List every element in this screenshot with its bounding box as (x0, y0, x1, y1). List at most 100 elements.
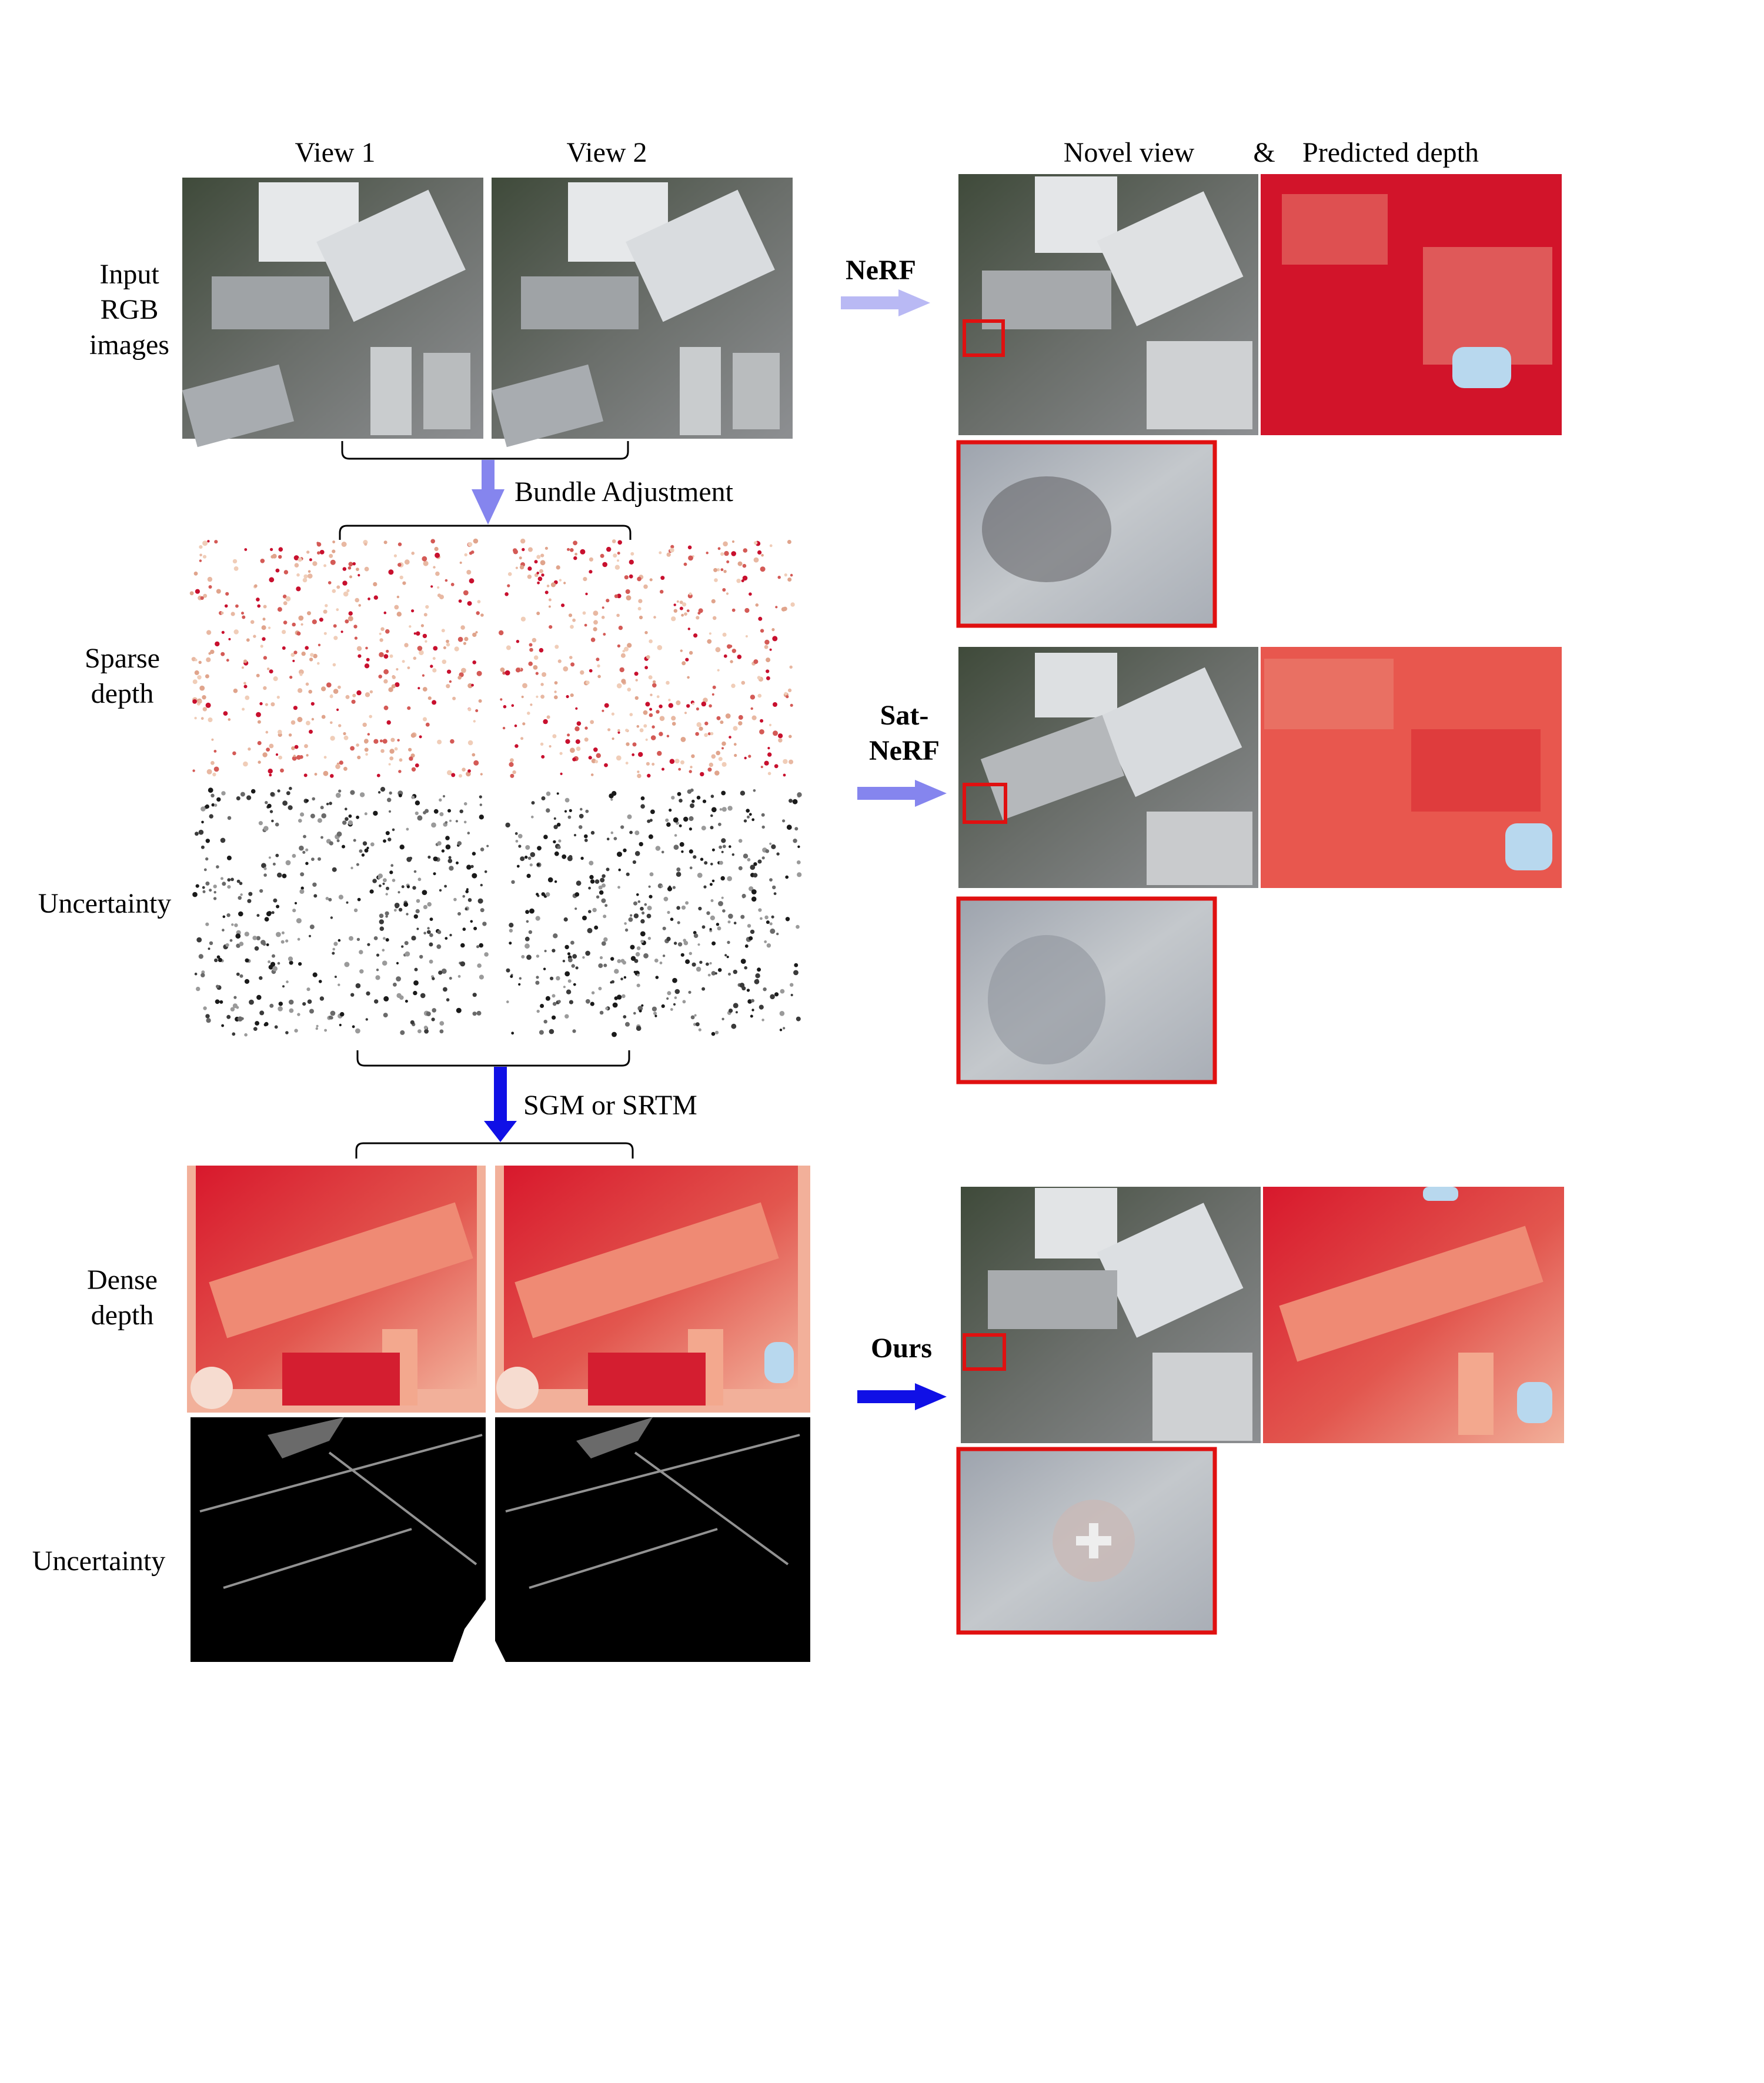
sparse-point (701, 925, 706, 929)
step-bundle-adjustment: Bundle Adjustment (514, 476, 734, 508)
sparse-point (584, 839, 588, 842)
sparse-point (278, 1006, 283, 1012)
sparse-point (711, 941, 716, 946)
sparse-point (324, 1029, 327, 1032)
sparse-point (617, 559, 619, 562)
sparse-point (649, 713, 653, 717)
sparse-point (683, 562, 687, 566)
sparse-point (364, 848, 369, 853)
sparse-point (733, 969, 738, 974)
sparse-point (362, 841, 368, 846)
sparse-point (543, 719, 548, 725)
sparse-point (701, 701, 707, 707)
sparse-point (270, 555, 275, 559)
sparse-point (399, 758, 403, 762)
sparse-point (659, 716, 665, 721)
sparse-point (222, 882, 226, 886)
sparse-point (544, 590, 549, 595)
sparse-point (310, 813, 315, 819)
sparse-point (413, 990, 417, 996)
sparse-point (751, 715, 757, 720)
sparse-point (553, 840, 556, 844)
sparse-point (435, 571, 440, 576)
sparse-point (411, 552, 415, 555)
sparse-point (674, 989, 680, 994)
sparse-point (677, 792, 681, 796)
sparse-point (564, 1014, 569, 1019)
sparse-point (559, 579, 562, 582)
sparse-point (239, 882, 243, 885)
sparse-point (193, 571, 198, 576)
sparse-point (753, 659, 759, 665)
sparse-point (243, 685, 248, 689)
sparse-point (659, 705, 663, 709)
sparse-point (637, 576, 642, 582)
sparse-point (667, 991, 671, 996)
sparse-point (348, 616, 353, 622)
sparse-point (380, 627, 385, 631)
sparse-point (215, 984, 219, 989)
sparse-point (709, 928, 712, 931)
sparse-point (633, 901, 637, 906)
sparse-point (545, 996, 550, 1001)
sparse-point (721, 850, 724, 853)
sparse-point (589, 557, 594, 562)
sparse-point (261, 625, 266, 630)
sparse-point (610, 957, 614, 961)
sparse-point (266, 943, 269, 946)
sparse-point (358, 654, 362, 658)
sparse-point (261, 863, 266, 869)
sparse-point (717, 547, 721, 550)
sparse-point (773, 702, 777, 707)
sparse-point (288, 805, 293, 810)
sparse-point (422, 556, 427, 562)
sparse-point (625, 589, 630, 594)
sparse-point (731, 649, 737, 653)
sparse-point (590, 720, 594, 725)
sparse-point (769, 922, 773, 926)
sparse-point (198, 699, 202, 704)
sparse-point (283, 620, 288, 625)
sparse-point (723, 654, 727, 658)
sparse-point (446, 998, 450, 1002)
sparse-point (677, 942, 683, 947)
sparse-point (429, 959, 433, 964)
sparse-point (548, 598, 552, 602)
sparse-point (312, 882, 317, 887)
sparse-point (699, 726, 703, 731)
sparse-point (606, 837, 610, 840)
sparse-point (194, 972, 198, 976)
sparse-point (392, 879, 396, 882)
sparse-point (694, 1014, 697, 1017)
sparse-point (229, 939, 233, 942)
sparse-point (256, 936, 260, 941)
sparse-point (616, 683, 622, 689)
sparse-point (326, 682, 332, 687)
sparse-point (282, 873, 287, 879)
sparse-point (540, 683, 544, 686)
sparse-point (679, 824, 682, 827)
sparse-point (691, 702, 694, 705)
sparse-point (215, 641, 220, 647)
sparse-point (299, 845, 304, 851)
sparse-point (308, 570, 311, 573)
sparse-point (220, 611, 224, 615)
sparse-point (540, 695, 544, 699)
sparse-point (520, 538, 526, 544)
sparse-point (336, 839, 340, 843)
sparse-point (332, 867, 337, 872)
sparse-point (684, 712, 687, 715)
sparse-point (545, 892, 550, 897)
sparse-point (248, 892, 253, 896)
sparse-point (741, 680, 746, 685)
sparse-point (617, 552, 620, 555)
sparse-point (202, 707, 207, 712)
sparse-point (584, 726, 588, 730)
sparse-point (222, 915, 226, 919)
sparse-point (192, 892, 198, 897)
sparse-point (479, 814, 484, 820)
sparse-point (758, 908, 762, 912)
sparse-point (301, 651, 306, 656)
sparse-point (432, 700, 437, 705)
sparse-point (500, 667, 505, 672)
